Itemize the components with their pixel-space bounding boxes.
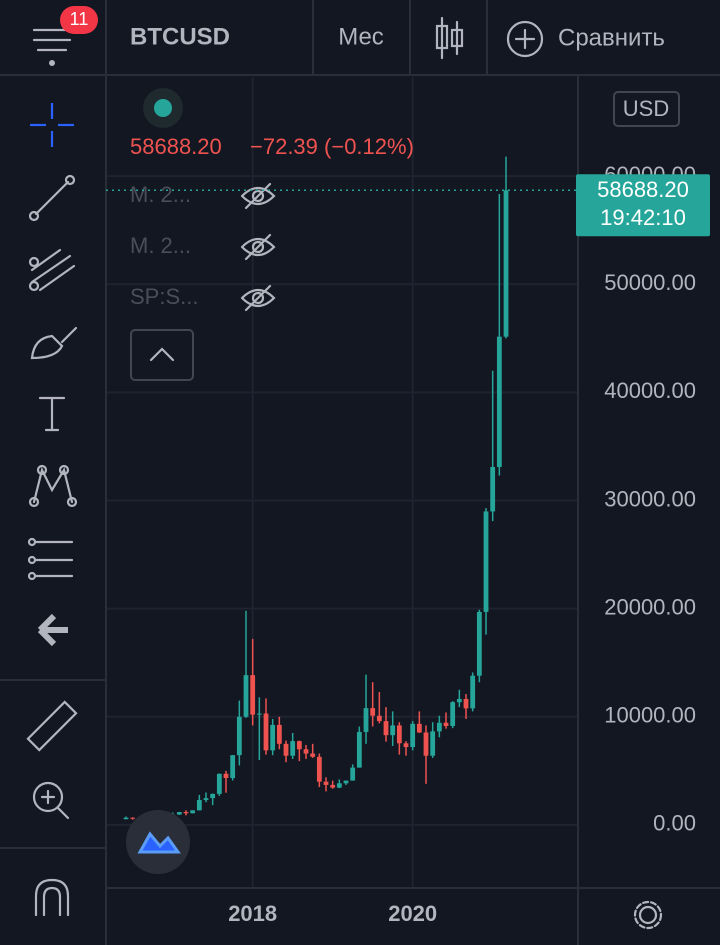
fib-tool[interactable] bbox=[28, 248, 76, 292]
candle-body bbox=[256, 713, 262, 715]
countdown: 19:42:10 bbox=[600, 205, 686, 230]
candle-body bbox=[296, 741, 302, 750]
candle-body bbox=[436, 722, 442, 732]
candle-body bbox=[216, 773, 222, 794]
candle-body bbox=[263, 713, 269, 751]
candle-body bbox=[323, 781, 329, 785]
candle-body bbox=[370, 708, 376, 716]
candle-body bbox=[270, 724, 276, 751]
candle-body bbox=[416, 723, 422, 733]
floating-icon bbox=[137, 831, 181, 854]
candle-body bbox=[383, 721, 389, 736]
candle-body bbox=[290, 741, 296, 756]
prediction-tool[interactable] bbox=[27, 537, 74, 581]
compare-button[interactable] bbox=[506, 20, 544, 58]
candle-body bbox=[223, 773, 229, 778]
candle-body bbox=[130, 817, 136, 819]
price-tick-label: 0.00 bbox=[653, 811, 696, 836]
last-price-label: 58688.20 bbox=[597, 177, 689, 202]
candle-body bbox=[303, 749, 309, 754]
text-tool[interactable] bbox=[38, 396, 66, 432]
candle-body bbox=[250, 675, 256, 715]
candle-body bbox=[456, 698, 462, 703]
candle-body bbox=[410, 723, 416, 748]
candle-body bbox=[350, 767, 356, 781]
candle-body bbox=[196, 800, 202, 811]
candle-body bbox=[210, 793, 216, 799]
ruler-tool[interactable] bbox=[26, 700, 78, 752]
indicator-label[interactable]: M. 2... bbox=[130, 182, 191, 207]
badge-count: 11 bbox=[70, 9, 89, 29]
indicator-label[interactable]: M. 2... bbox=[130, 233, 191, 258]
crosshair-tool[interactable] bbox=[30, 103, 74, 147]
candle-body bbox=[376, 715, 382, 722]
pattern-tool[interactable] bbox=[28, 464, 78, 508]
candle-body bbox=[276, 724, 282, 744]
currency[interactable]: USD bbox=[623, 96, 669, 121]
price-tick-label: 20000.00 bbox=[604, 594, 696, 619]
candle-body bbox=[430, 731, 436, 756]
brush-tool[interactable] bbox=[30, 326, 78, 360]
candle-body bbox=[316, 756, 322, 782]
candle-body bbox=[330, 784, 336, 788]
candle-body bbox=[190, 810, 196, 814]
trend-line-tool[interactable] bbox=[28, 174, 76, 222]
candle-body bbox=[450, 702, 456, 726]
candle-body bbox=[356, 731, 362, 768]
candle-body bbox=[470, 675, 476, 709]
candle-body bbox=[183, 812, 189, 814]
candle-body bbox=[390, 725, 396, 736]
indicator-label[interactable]: SP:S... bbox=[130, 284, 198, 309]
candle-body bbox=[476, 611, 482, 676]
zoom-tool[interactable] bbox=[32, 781, 70, 820]
price-tick-label: 10000.00 bbox=[604, 703, 696, 728]
candle-body bbox=[496, 336, 502, 468]
time-tick-label: 2018 bbox=[228, 901, 277, 926]
compare-label[interactable]: Сравнить bbox=[558, 24, 665, 51]
candle-body bbox=[336, 783, 342, 788]
symbol[interactable]: BTCUSD bbox=[130, 23, 230, 50]
candle-body bbox=[483, 511, 489, 612]
candle-body bbox=[490, 467, 496, 512]
candle-body bbox=[203, 798, 209, 801]
menu-button[interactable] bbox=[32, 28, 72, 66]
back-button[interactable] bbox=[37, 613, 68, 647]
candle-body bbox=[343, 780, 349, 784]
candle-body bbox=[363, 708, 369, 732]
price-tick-label: 50000.00 bbox=[604, 270, 696, 295]
magnet-tool[interactable] bbox=[34, 878, 70, 917]
candle-body bbox=[236, 716, 242, 756]
candle-body bbox=[503, 190, 509, 337]
currency-button[interactable] bbox=[613, 91, 680, 127]
candle-body bbox=[310, 753, 316, 757]
badge bbox=[60, 6, 98, 34]
interval[interactable]: Мес bbox=[338, 23, 384, 50]
time-tick-label: 2020 bbox=[388, 901, 437, 926]
collapse-chevron bbox=[149, 347, 175, 362]
last-price-box bbox=[576, 174, 710, 237]
chart-type-button[interactable] bbox=[435, 16, 464, 60]
candle-body bbox=[243, 675, 249, 717]
hidden-icon[interactable] bbox=[240, 284, 276, 312]
candle-body bbox=[230, 755, 236, 778]
price-tick-label: 40000.00 bbox=[604, 378, 696, 403]
candle-body bbox=[443, 722, 449, 726]
candle-body bbox=[396, 725, 402, 744]
candle-body bbox=[403, 743, 409, 748]
candle-body bbox=[283, 743, 289, 756]
candle-body bbox=[423, 732, 429, 756]
status-dot bbox=[154, 99, 172, 117]
legend-price: 58688.20 bbox=[130, 134, 222, 159]
candle-body bbox=[123, 817, 129, 820]
hidden-icon[interactable] bbox=[240, 233, 276, 261]
candle-body bbox=[463, 698, 469, 709]
price-tick-label: 30000.00 bbox=[604, 486, 696, 511]
settings-button[interactable] bbox=[633, 900, 663, 930]
collapse-button[interactable] bbox=[130, 329, 194, 381]
candle-body bbox=[176, 812, 182, 815]
legend-change: −72.39 (−0.12%) bbox=[250, 134, 414, 159]
